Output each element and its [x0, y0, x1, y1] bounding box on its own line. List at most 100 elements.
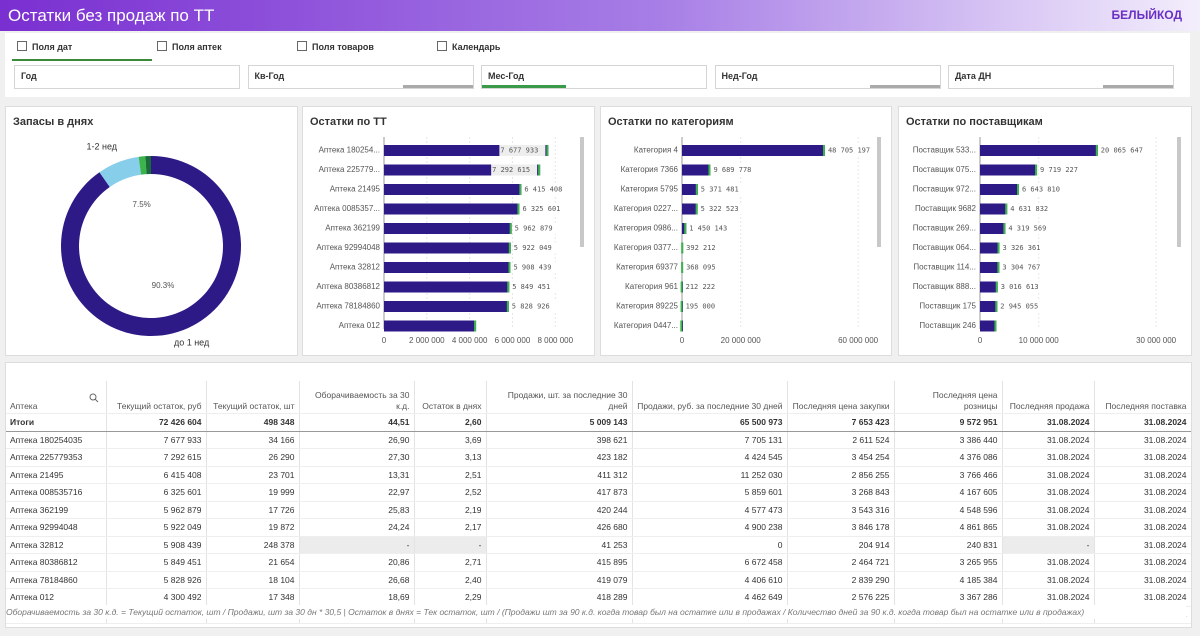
filter-panel: Поля дат Поля аптек Поля товаров Календарь Г… [5, 33, 1190, 97]
tab-label: Поля аптек [172, 42, 222, 52]
column-header: Остаток в днях [414, 381, 487, 414]
logo[interactable]: БЕЛЫЙКОД [1111, 8, 1182, 22]
filter[interactable]: Нед-Год [714, 65, 941, 89]
bar-value-label: 6 415 408 [524, 186, 562, 194]
totals-cell: 65 500 973 [632, 413, 788, 432]
bar-cap [995, 301, 998, 312]
tab[interactable]: Календарь [437, 41, 500, 52]
bar-value-label: 368 095 [686, 264, 716, 272]
table-cell: 25,83 [299, 501, 415, 519]
value-label-bg [688, 223, 735, 234]
table-cell: - [414, 536, 487, 554]
table-cell: 21 654 [206, 553, 300, 572]
bar-cap [474, 320, 477, 332]
bar-cap [508, 242, 511, 254]
y-tick-label: Аптека 80386812 [316, 282, 380, 291]
y-tick-label: Категория 5795 [621, 185, 679, 194]
table-cell: 4 900 238 [632, 518, 788, 537]
column-header: Последняя цена розницы [894, 381, 1003, 414]
tab[interactable]: Поля дат [17, 41, 72, 52]
bar-cap [506, 301, 509, 312]
table-cell: 0 [632, 536, 788, 554]
bar [384, 223, 512, 234]
bar-cap [708, 164, 711, 176]
bar [384, 203, 520, 215]
table-cell: 7 705 131 [632, 431, 788, 449]
table-cell: 420 244 [486, 501, 633, 519]
filter[interactable]: Мес-Год [481, 65, 707, 89]
chart-card: 0 10 000 000 30 000 000 Поставщик 533... 20 … [898, 106, 1192, 356]
table-cell: 11 252 030 [632, 466, 788, 484]
value-label-bg [685, 262, 732, 273]
y-tick-label: Аптека 92994048 [316, 243, 380, 252]
column-header: Оборачиваемость за 30 к.д. [299, 381, 415, 414]
table-cell: 240 831 [894, 536, 1003, 554]
bar [980, 262, 1000, 273]
value-label-bg [512, 262, 559, 273]
table-cell: 3 265 955 [894, 553, 1003, 572]
value-label-bg [684, 301, 731, 312]
table-cell: 4 406 610 [632, 571, 788, 589]
bar-cap [822, 145, 825, 156]
search-icon-lens [89, 393, 97, 401]
y-tick-label: Аптека 21495 [330, 185, 381, 194]
header-row: Аптека Текущий остаток, руб Текущий остато… [6, 381, 1191, 414]
bar-cap [519, 184, 522, 195]
table-row: Аптека 362199 5 962 879 17 726 25,83 2,19 420… [6, 501, 1191, 519]
table-cell: 426 680 [486, 518, 633, 537]
x-tick-label: 0 [382, 336, 387, 345]
bar-value-label: 5 371 481 [701, 186, 739, 194]
table-cell: 2 576 225 [787, 588, 895, 607]
table-cell: 31.08.2024 [1002, 466, 1095, 484]
tab[interactable]: Поля аптек [157, 41, 222, 52]
table-cell: 3 386 440 [894, 431, 1003, 449]
table-cell: 13,31 [299, 466, 415, 484]
table-cell: 6 325 601 [106, 483, 207, 502]
table-cell: 41 253 [486, 536, 633, 554]
filter[interactable]: Год [14, 65, 240, 89]
bar-cap [680, 320, 683, 332]
table-cell: 3 766 466 [894, 466, 1003, 484]
x-tick-label: 2 000 000 [409, 336, 445, 345]
tab[interactable]: Поля товаров [297, 41, 374, 52]
y-tick-label: Поставщик 269... [913, 224, 976, 233]
bar-value-label: 3 326 361 [1003, 244, 1041, 252]
column-header: Последняя цена закупки [787, 381, 895, 414]
value-label-bg [1021, 184, 1068, 195]
bar-value-label: 1 450 143 [689, 225, 727, 233]
table-cell: 24,24 [299, 518, 415, 537]
bar [682, 164, 711, 176]
bar [384, 145, 549, 156]
filter-bar [1103, 85, 1173, 88]
bar [980, 184, 1020, 195]
slice-category-label: до 1 нед [174, 338, 210, 348]
bar-value-label: 3 304 767 [1002, 264, 1040, 272]
chart: 0 10 000 000 30 000 000 Поставщик 533... 20 … [913, 137, 1181, 345]
x-tick-label: 10 000 000 [1019, 336, 1060, 345]
bar-cap [695, 203, 698, 215]
y-tick-label: Категория 0986... [614, 224, 678, 233]
bar [384, 301, 509, 312]
filter[interactable]: Кв-Год [247, 65, 474, 89]
table-cell: 31.08.2024 [1094, 483, 1191, 502]
value-label-bg [1007, 223, 1054, 234]
tab-icon [437, 41, 447, 51]
bar-cap [680, 281, 683, 293]
table-cell: Аптека 92994048 [6, 518, 107, 537]
table-cell: 415 895 [486, 553, 633, 572]
value-label-bg [1099, 145, 1146, 156]
bar-value-label: 5 849 451 [512, 283, 550, 291]
table-cell: 3,69 [414, 431, 487, 449]
filter[interactable]: Дата ДН [948, 65, 1174, 89]
tab-underline [12, 59, 152, 61]
bar [682, 145, 825, 156]
bar-cap [994, 320, 997, 332]
table-cell: 18,69 [299, 588, 415, 607]
totals-cell: 5 009 143 [486, 413, 633, 432]
table-cell: 5 849 451 [106, 553, 207, 572]
totals-cell: Итоги [6, 413, 107, 432]
table-cell: 417 873 [486, 483, 633, 502]
bar-cap [507, 281, 510, 293]
value-label-bg [511, 281, 558, 293]
bar-value-label: 6 325 601 [522, 205, 560, 213]
